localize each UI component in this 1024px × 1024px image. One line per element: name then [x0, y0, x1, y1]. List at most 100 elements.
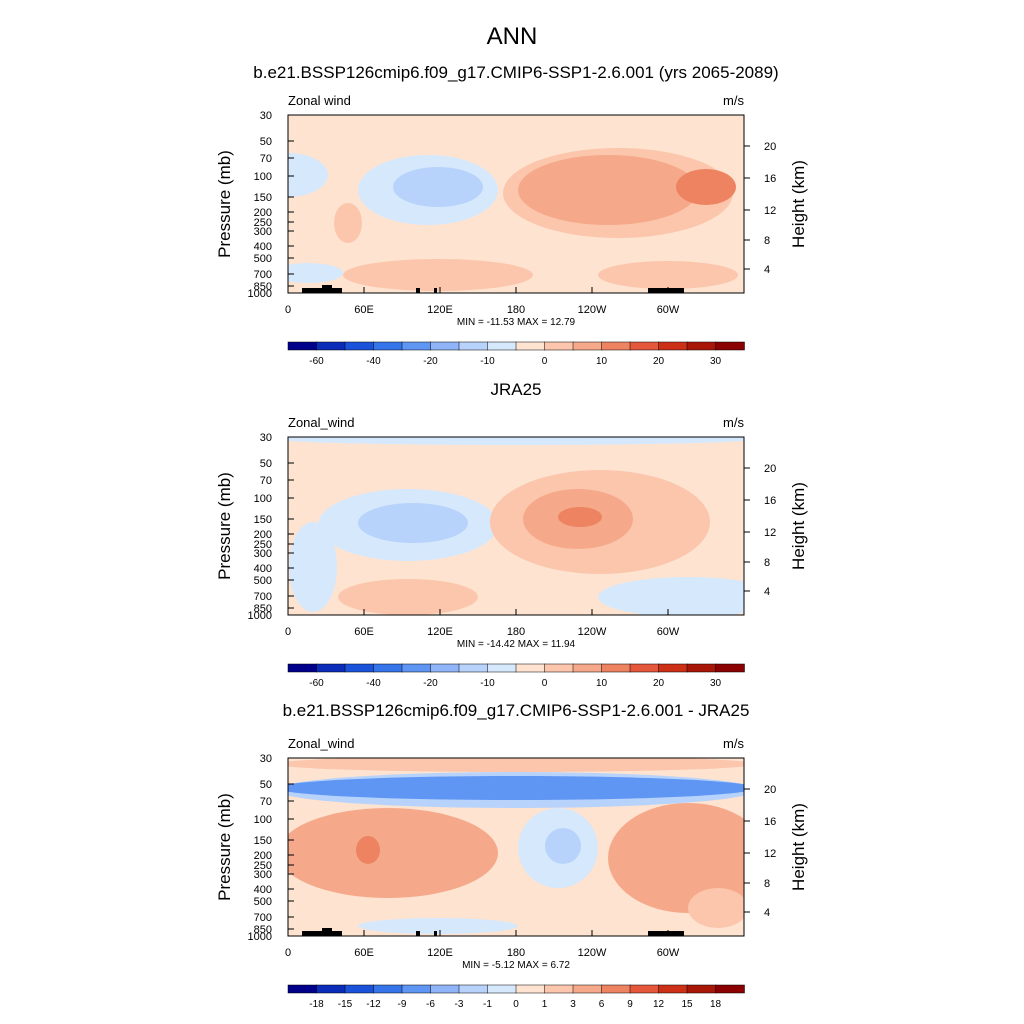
- contour-region: [288, 263, 343, 283]
- colorbar-label: 12: [653, 999, 665, 1010]
- contour-field: [288, 115, 744, 293]
- height-tick-label: 20: [764, 463, 776, 475]
- pressure-tick-label: 300: [254, 226, 272, 238]
- colorbar-swatch: [629, 663, 660, 673]
- pressure-tick-label: 150: [254, 192, 272, 204]
- longitude-tick-label: 60E: [354, 304, 374, 316]
- topography-mask: [648, 288, 684, 293]
- units-label: m/s: [723, 415, 744, 430]
- colorbar-swatch: [373, 663, 403, 673]
- height-tick-label: 20: [764, 141, 776, 153]
- height-tick-label: 8: [764, 557, 770, 569]
- pressure-tick-label: 1000: [248, 610, 272, 622]
- contour-region: [334, 203, 362, 243]
- pressure-tick-label: 200: [254, 207, 272, 219]
- colorbar-swatch: [430, 341, 460, 351]
- height-axis-label: Height (km): [789, 803, 808, 891]
- colorbar-swatch: [658, 341, 688, 351]
- panel-title: b.e21.BSSP126cmip6.f09_g17.CMIP6-SSP1-2.…: [283, 701, 750, 720]
- colorbar-swatch: [430, 984, 460, 994]
- pressure-tick-label: 500: [254, 575, 272, 587]
- colorbar-swatch: [401, 341, 432, 351]
- colorbar-swatch: [287, 984, 318, 994]
- height-tick-label: 4: [764, 586, 770, 598]
- colorbar-swatch: [601, 341, 631, 351]
- contour-region: [608, 803, 744, 913]
- colorbar: -18 -15 -12 -9 -6 -3 -1 0 1 3 6 9 12 15 18: [287, 984, 745, 1010]
- pressure-tick-label: 850: [254, 924, 272, 936]
- colorbar-swatch: [515, 341, 546, 351]
- pressure-axis-label: Pressure (mb): [215, 150, 234, 258]
- longitude-tick-label: 0: [285, 626, 291, 638]
- pressure-tick-label: 250: [254, 539, 272, 551]
- colorbar-swatch: [686, 341, 717, 351]
- colorbar-label: -1: [483, 999, 492, 1010]
- colorbar-swatch: [344, 663, 375, 673]
- colorbar-label: -12: [366, 999, 381, 1010]
- longitude-tick-label: 120W: [578, 626, 607, 638]
- pressure-tick-label: 400: [254, 884, 272, 896]
- contour-region: [288, 153, 328, 197]
- colorbar-label: -40: [366, 678, 381, 689]
- colorbar-swatch: [316, 984, 346, 994]
- height-tick-label: 16: [764, 495, 776, 507]
- colorbar-label: 10: [596, 678, 608, 689]
- units-label: m/s: [723, 736, 744, 751]
- colorbar: -60 -40 -20 -10 0 10 20 30: [287, 341, 745, 367]
- longitude-tick-label: 60W: [657, 626, 680, 638]
- colorbar-swatch: [572, 984, 603, 994]
- height-tick-label: 12: [764, 527, 776, 539]
- colorbar-swatch: [658, 663, 688, 673]
- colorbar-label: -60: [309, 356, 324, 367]
- colorbar-label: 9: [627, 999, 633, 1010]
- colorbar-swatch: [373, 341, 403, 351]
- chart-panel-1: b.e21.BSSP126cmip6.f09_g17.CMIP6-SSP1-2.…: [215, 63, 808, 367]
- pressure-tick-label: 500: [254, 896, 272, 908]
- colorbar-label: -20: [423, 356, 438, 367]
- pressure-tick-label: 50: [260, 458, 272, 470]
- colorbar-swatch: [572, 663, 603, 673]
- pressure-tick-label: 70: [260, 153, 272, 165]
- colorbar-swatch: [629, 984, 660, 994]
- pressure-tick-label: 100: [254, 171, 272, 183]
- colorbar-swatch: [344, 341, 375, 351]
- contour-field: [288, 758, 744, 936]
- height-tick-label: 8: [764, 235, 770, 247]
- colorbar-swatch: [487, 984, 517, 994]
- colorbar-label: 18: [710, 999, 722, 1010]
- colorbar-swatch: [658, 984, 688, 994]
- pressure-tick-label: 30: [260, 753, 272, 765]
- colorbar-label: -40: [366, 356, 381, 367]
- pressure-tick-label: 1000: [248, 931, 272, 943]
- colorbar-label: -3: [455, 999, 464, 1010]
- colorbar-label: 0: [513, 999, 519, 1010]
- colorbar-swatch: [287, 341, 318, 351]
- pressure-tick-label: 100: [254, 814, 272, 826]
- contour-region: [676, 169, 736, 205]
- colorbar-label: -20: [423, 678, 438, 689]
- longitude-tick-label: 180: [507, 304, 525, 316]
- chart-panel-3: b.e21.BSSP126cmip6.f09_g17.CMIP6-SSP1-2.…: [215, 701, 808, 1010]
- height-tick-label: 20: [764, 784, 776, 796]
- contour-region: [518, 155, 698, 225]
- pressure-tick-label: 700: [254, 912, 272, 924]
- min-max-label: MIN = -5.12 MAX = 6.72: [462, 960, 570, 971]
- colorbar-swatch: [458, 663, 489, 673]
- variable-label: Zonal_wind: [288, 736, 355, 751]
- topography-mask: [434, 288, 437, 293]
- height-tick-label: 4: [764, 264, 770, 276]
- longitude-tick-label: 120E: [427, 947, 453, 959]
- colorbar-swatch: [572, 341, 603, 351]
- colorbar-swatch: [715, 663, 745, 673]
- variable-label: Zonal_wind: [288, 415, 355, 430]
- colorbar-label: 1: [542, 999, 548, 1010]
- colorbar-label: 30: [710, 678, 722, 689]
- panel-title: b.e21.BSSP126cmip6.f09_g17.CMIP6-SSP1-2.…: [253, 63, 778, 82]
- height-tick-label: 4: [764, 907, 770, 919]
- height-tick-label: 8: [764, 878, 770, 890]
- longitude-tick-label: 120W: [578, 304, 607, 316]
- colorbar-label: 6: [599, 999, 605, 1010]
- pressure-tick-label: 30: [260, 110, 272, 122]
- contour-region: [558, 507, 602, 527]
